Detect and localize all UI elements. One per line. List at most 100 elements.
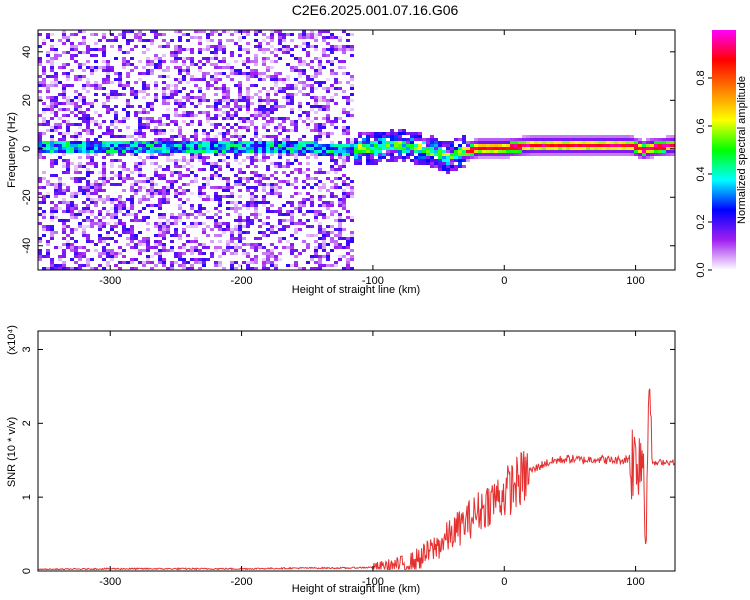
spectrogram-cell [126, 84, 130, 87]
spectrogram-cell [350, 87, 354, 90]
spectrogram-cell [318, 150, 322, 153]
spectrogram-cell [338, 39, 342, 42]
spectrogram-cell [266, 69, 270, 72]
spectrogram-cell [298, 90, 302, 93]
spectrogram-cell [250, 102, 254, 105]
spectrogram-cell [198, 186, 202, 189]
spectrogram-cell [322, 150, 326, 153]
spectrogram-cell [598, 141, 602, 144]
spectrogram-cell [94, 123, 98, 126]
spectrogram-cell [174, 216, 178, 219]
spectrogram-cell [198, 213, 202, 216]
spectrogram-cell [50, 66, 54, 69]
spectrogram-cell [190, 159, 194, 162]
spectrogram-cell [214, 108, 218, 111]
spectrogram-cell [546, 144, 550, 147]
spectrogram-cell [278, 144, 282, 147]
spectrogram-cell [158, 213, 162, 216]
spectrogram-cell [110, 93, 114, 96]
spectrogram-cell [154, 240, 158, 243]
spectrogram-cell [214, 207, 218, 210]
spectrogram-cell [310, 75, 314, 78]
spectrogram-cell [614, 135, 618, 138]
spectrogram-cell [226, 99, 230, 102]
spectrogram-cell [226, 240, 230, 243]
spectrogram-cell [338, 219, 342, 222]
spectrogram-cell [350, 267, 354, 270]
spectrogram-cell [278, 147, 282, 150]
spectrogram-cell [238, 141, 242, 144]
spectrogram-cell [234, 204, 238, 207]
spectrogram-cell [86, 264, 90, 267]
spectrogram-cell [254, 186, 258, 189]
spectrogram-cell [334, 159, 338, 162]
spectrogram-cell [58, 126, 62, 129]
spectrogram-cell [498, 138, 502, 141]
spectrogram-cell [102, 189, 106, 192]
spectrogram-cell [62, 102, 66, 105]
spectrogram-cell [270, 243, 274, 246]
snr-y-axis-title: SNR (10 * v/v) [6, 417, 18, 487]
spectrogram-cell [342, 246, 346, 249]
spectrogram-cell [298, 138, 302, 141]
spectrogram-cell [626, 153, 630, 156]
spectrogram-cell [234, 261, 238, 264]
spectrogram-cell [134, 147, 138, 150]
spectrogram-cell [178, 141, 182, 144]
spectrogram-cell [66, 234, 70, 237]
spectrogram-cell [426, 159, 430, 162]
spectrogram-cell [358, 144, 362, 147]
spectrogram-cell [306, 219, 310, 222]
spectrogram-cell [90, 183, 94, 186]
spectrogram-cell [330, 249, 334, 252]
spectrogram-cell [390, 138, 394, 141]
spectrogram-cell [654, 150, 658, 153]
spectrogram-cell [202, 213, 206, 216]
spectrogram-cell [98, 225, 102, 228]
spectrogram-cell [446, 141, 450, 144]
y-tick-label: 40 [21, 46, 33, 58]
spectrogram-cell [174, 180, 178, 183]
spectrogram-cell [554, 144, 558, 147]
spectrogram-cell [118, 129, 122, 132]
spectrogram-cell [342, 108, 346, 111]
spectrogram-cell [110, 90, 114, 93]
spectrogram-cell [102, 150, 106, 153]
spectrogram-cell [226, 105, 230, 108]
spectrogram-cell [582, 135, 586, 138]
spectrogram-cell [486, 150, 490, 153]
spectrogram-cell [162, 234, 166, 237]
spectrogram-cell [610, 153, 614, 156]
spectrogram-cell [50, 84, 54, 87]
spectrogram-cell [62, 252, 66, 255]
spectrogram-cell [322, 264, 326, 267]
spectrogram-cell [234, 147, 238, 150]
spectrogram-cell [58, 66, 62, 69]
spectrogram-cell [354, 138, 358, 141]
spectrogram-cell [366, 150, 370, 153]
spectrogram-cell [126, 210, 130, 213]
spectrogram-cell [302, 147, 306, 150]
spectrogram-cell [254, 189, 258, 192]
spectrogram-cell [274, 264, 278, 267]
spectrogram-cell [174, 234, 178, 237]
spectrogram-cell [526, 150, 530, 153]
spectrogram-cell [322, 204, 326, 207]
spectrogram-cell [86, 48, 90, 51]
spectrogram-cell [326, 201, 330, 204]
spectrogram-cell [50, 264, 54, 267]
spectrogram-cell [598, 153, 602, 156]
spectrogram-cell [38, 153, 42, 156]
spectrogram-cell [326, 105, 330, 108]
spectrogram-cell [74, 192, 78, 195]
spectrogram-cell [190, 150, 194, 153]
snr-series-line [38, 388, 675, 571]
spectrogram-cell [346, 81, 350, 84]
spectrogram-cell [238, 183, 242, 186]
spectrogram-cell [202, 30, 206, 33]
spectrogram-cell [434, 165, 438, 168]
spectrogram-cell [486, 144, 490, 147]
spectrogram-cell [210, 216, 214, 219]
spectrogram-cell [322, 246, 326, 249]
spectrogram-cell [294, 126, 298, 129]
